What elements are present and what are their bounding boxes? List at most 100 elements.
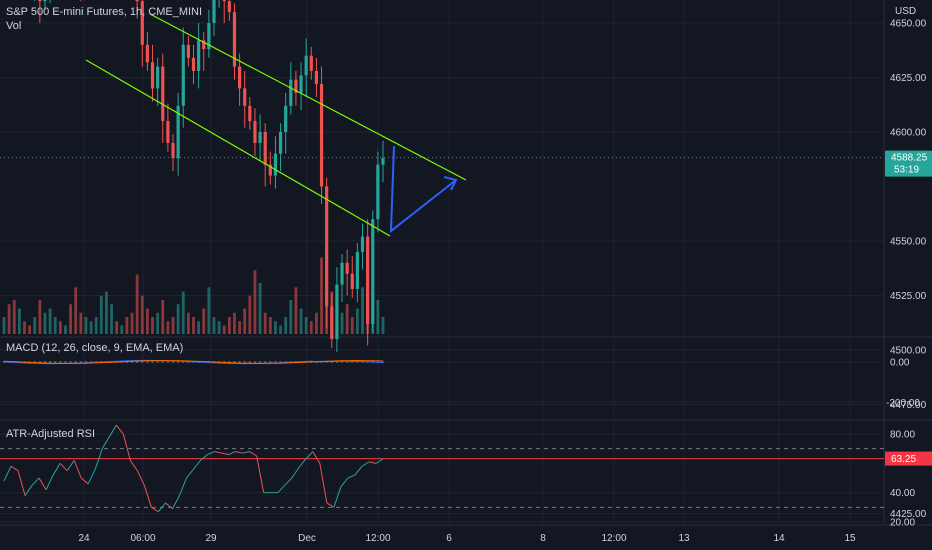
candle-body: [227, 1, 231, 13]
candle-body: [340, 262, 344, 285]
currency-label[interactable]: USD: [895, 6, 917, 17]
candle-body: [232, 12, 237, 67]
chart-axes: 4700.004675.004650.004625.004600.004550.…: [78, 19, 932, 544]
rsi-line-segment: [242, 451, 250, 454]
candle-body: [156, 66, 160, 89]
candle-body: [278, 132, 283, 154]
volume-bar: [2, 317, 6, 334]
rsi-tick-label: 20.00: [890, 518, 915, 529]
volume-label[interactable]: Vol: [6, 20, 22, 32]
rsi-line-segment: [333, 486, 342, 508]
candle-body: [299, 75, 303, 93]
macd-histogram-bar: [238, 361, 241, 363]
candle-body: [360, 236, 365, 252]
rsi-line-segment: [59, 462, 68, 472]
rsi-line-segment: [31, 477, 40, 486]
rsi-line-segment: [24, 485, 33, 496]
volume-bar: [74, 287, 78, 334]
volume-bar: [355, 308, 359, 334]
macd-signal-line: [3, 360, 384, 364]
rsi-line-segment: [66, 460, 75, 471]
time-axis-label: 12:00: [601, 533, 626, 544]
macd-histogram-bar: [351, 361, 354, 363]
time-axis-label: Dec: [298, 533, 316, 544]
rsi-line-segment: [354, 465, 363, 476]
macd-histogram-bar: [49, 361, 52, 363]
volume-bar: [181, 291, 185, 334]
rsi-line-segment: [80, 477, 89, 485]
price-tick-label: 4650.00: [890, 19, 927, 30]
macd-histogram-bar: [156, 361, 159, 363]
macd-histogram-bar: [341, 361, 344, 363]
macd-histogram-bar: [74, 361, 77, 363]
candle-body: [171, 142, 175, 159]
volume-bar: [33, 317, 37, 334]
candle-body: [294, 79, 298, 93]
macd-series: [3, 359, 384, 365]
rsi-line-segment: [340, 477, 349, 488]
volume-bar: [125, 317, 129, 334]
volume-bar: [48, 308, 52, 334]
volume-bar: [268, 317, 272, 334]
macd-histogram-bar: [166, 361, 169, 363]
candle-body: [38, 0, 42, 2]
rsi-line-segment: [172, 495, 180, 510]
macd-label[interactable]: MACD (12, 26, close, 9, EMA, EMA): [6, 342, 184, 354]
volume-bar: [140, 295, 144, 334]
volume-bar: [58, 321, 62, 334]
volume-bar: [130, 312, 134, 334]
rsi-label[interactable]: ATR-Adjusted RSI: [6, 428, 96, 440]
macd-tick-label: -200.00: [886, 398, 920, 409]
macd-histogram-bar: [59, 361, 62, 363]
rsi-line-segment: [368, 461, 377, 464]
volume-bar: [192, 317, 195, 334]
macd-histogram-bar: [243, 361, 246, 363]
volume-bar: [43, 312, 47, 334]
rsi-line-segment: [305, 451, 314, 460]
rsi-line-segment: [298, 458, 307, 469]
macd-histogram-bar: [279, 361, 282, 363]
volume-bar: [69, 304, 72, 334]
rsi-line-segment: [186, 468, 194, 479]
macd-histogram-bar: [253, 361, 256, 363]
rsi-line-segment: [200, 454, 208, 461]
candle-body: [325, 186, 329, 307]
volume-bar: [115, 321, 119, 334]
last-price-marker: [885, 150, 932, 177]
macd-histogram-bar: [177, 361, 180, 363]
price-tick-label: 4550.00: [890, 237, 927, 248]
rsi-line-segment: [3, 466, 12, 482]
macd-histogram-bar: [228, 361, 231, 363]
macd-histogram-bar: [38, 361, 41, 363]
macd-histogram-bar: [248, 361, 251, 363]
volume-bar: [17, 308, 21, 334]
macd-histogram-bar: [223, 361, 226, 363]
volume-bar: [120, 325, 124, 334]
macd-histogram-bar: [233, 361, 236, 363]
candle-body: [243, 88, 247, 106]
candle-body: [345, 262, 349, 274]
rsi-line-segment: [214, 451, 222, 454]
candle-body: [166, 121, 170, 143]
candle-body: [212, 0, 216, 24]
candle-body: [304, 55, 308, 76]
rsi-line-segment: [228, 451, 236, 455]
rsi-line-segment: [326, 502, 335, 508]
volume-bar: [186, 312, 190, 334]
rsi-line-segment: [284, 477, 293, 486]
volume-bar: [202, 308, 206, 334]
chart-drawings[interactable]: [0, 13, 884, 237]
volume-bar: [84, 317, 88, 334]
macd-histogram-bar: [172, 361, 175, 363]
symbol-title[interactable]: S&P 500 E-mini Futures, 1h, CME_MINI: [6, 6, 203, 18]
rsi-line-segment: [129, 460, 138, 471]
volume-bar: [294, 287, 298, 334]
rsi-line-segment: [108, 424, 117, 438]
candle-body: [186, 44, 190, 58]
time-axis-label: 15: [844, 533, 856, 544]
macd-tick-label: 0.00: [890, 358, 910, 369]
volume-bar: [176, 304, 180, 334]
candle-body: [181, 44, 185, 106]
macd-histogram-bar: [125, 361, 128, 363]
